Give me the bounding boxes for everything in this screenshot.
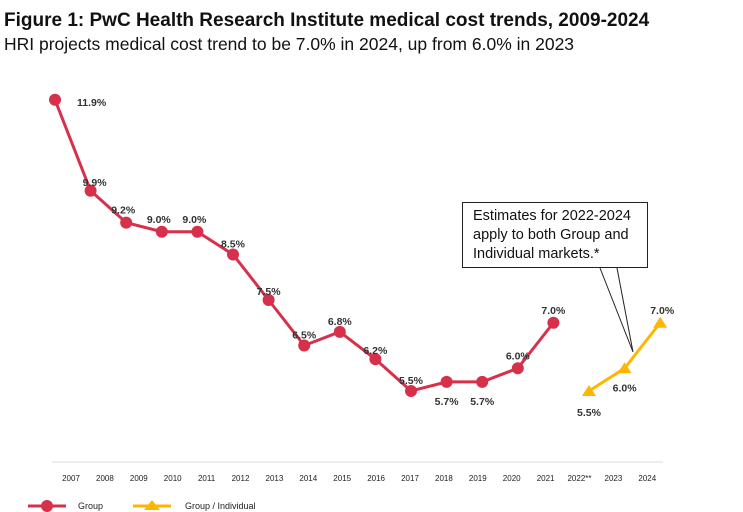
annotation-pointer xyxy=(599,267,634,353)
x-tick-label: 2007 xyxy=(62,474,80,483)
legend-marker xyxy=(41,500,53,512)
data-point xyxy=(547,316,560,329)
data-label: 5.7% xyxy=(470,396,495,408)
data-point xyxy=(298,339,311,352)
data-label: 6.0% xyxy=(613,382,638,394)
x-tick-label: 2021 xyxy=(537,474,555,483)
data-point xyxy=(120,216,133,229)
data-point xyxy=(440,375,453,388)
data-label: 5.7% xyxy=(435,396,460,408)
data-label: 9.0% xyxy=(147,214,172,226)
chart-subtitle: HRI projects medical cost trend to be 7.… xyxy=(4,34,575,54)
data-point xyxy=(227,248,239,261)
x-tick-label: 2020 xyxy=(503,474,521,483)
data-point xyxy=(511,362,524,375)
data-label: 9.9% xyxy=(83,177,108,189)
x-tick-label: 2015 xyxy=(333,474,351,483)
x-tick-label: 2019 xyxy=(469,474,487,483)
data-label: 9.0% xyxy=(182,214,207,226)
data-label: 5.5% xyxy=(399,375,424,387)
data-label: 11.9% xyxy=(77,97,107,109)
x-tick-label: 2023 xyxy=(605,474,623,483)
x-tick-label: 2008 xyxy=(96,474,114,483)
data-point xyxy=(405,385,417,397)
x-tick-label: 2012 xyxy=(232,474,250,483)
data-point xyxy=(49,93,61,106)
x-tick-label: 2009 xyxy=(130,474,148,483)
series-line xyxy=(588,321,662,393)
data-label: 7.5% xyxy=(257,286,282,298)
legend-marker xyxy=(144,500,160,510)
chart-title: Figure 1: PwC Health Research Institute … xyxy=(4,10,650,31)
data-point xyxy=(155,225,168,238)
x-tick-label: 2011 xyxy=(198,474,216,483)
data-point xyxy=(333,325,346,338)
data-label: 8.5% xyxy=(221,239,246,251)
x-tick-label: 2013 xyxy=(266,474,284,483)
data-label: 6.2% xyxy=(363,345,388,357)
x-tick-label: 2016 xyxy=(367,474,385,483)
x-tick-label: 2014 xyxy=(299,474,317,483)
data-point xyxy=(191,225,204,238)
data-label: 6.0% xyxy=(506,350,531,362)
data-label: 6.8% xyxy=(328,316,353,328)
legend-label: Group xyxy=(78,501,103,511)
data-label: 9.2% xyxy=(111,205,136,217)
data-point xyxy=(84,184,97,197)
data-label: 5.5% xyxy=(577,407,602,419)
data-point xyxy=(582,385,596,396)
x-tick-label: 2024 xyxy=(638,474,656,483)
data-label: 6.5% xyxy=(292,330,317,342)
data-point xyxy=(369,353,382,366)
x-tick-label: 2017 xyxy=(401,474,419,483)
legend-label: Group / Individual xyxy=(185,501,256,511)
data-label: 7.0% xyxy=(650,305,675,317)
data-point xyxy=(653,316,668,328)
x-tick-label: 2018 xyxy=(435,474,453,483)
data-point xyxy=(476,375,489,388)
data-point xyxy=(262,294,275,306)
x-tick-label: 2010 xyxy=(164,474,182,483)
data-point xyxy=(617,362,632,374)
x-tick-label: 2022** xyxy=(567,474,591,483)
annotation-box: Estimates for 2022-2024 apply to both Gr… xyxy=(462,202,648,268)
data-label: 7.0% xyxy=(541,305,566,317)
